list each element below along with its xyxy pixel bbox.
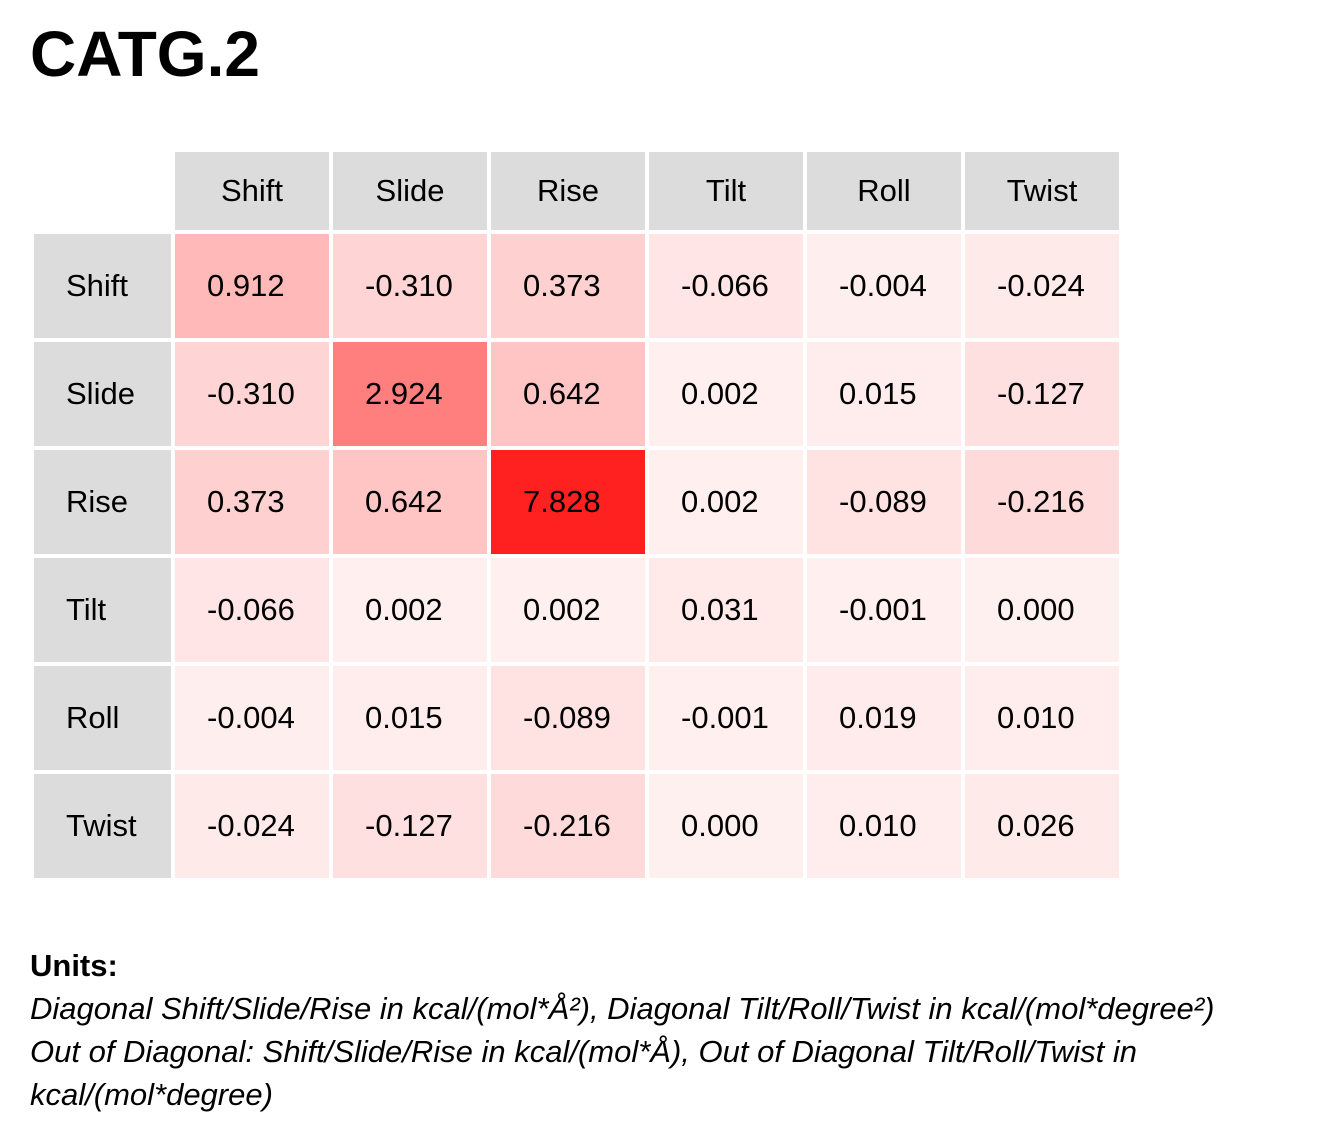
matrix-cell: 0.002	[649, 450, 803, 554]
column-header-shift: Shift	[175, 152, 329, 230]
page-title: CATG.2	[30, 18, 260, 90]
matrix-cell: 0.642	[333, 450, 487, 554]
matrix-cell: 0.002	[649, 342, 803, 446]
row-header-twist: Twist	[34, 774, 171, 878]
matrix-cell: -0.310	[333, 234, 487, 338]
matrix-cell: 0.912	[175, 234, 329, 338]
matrix-cell: 0.015	[807, 342, 961, 446]
units-line: Diagonal Shift/Slide/Rise in kcal/(mol*Å…	[30, 991, 1215, 1026]
matrix-cell: 0.000	[965, 558, 1119, 662]
matrix-row: Tilt -0.066 0.002 0.002 0.031 -0.001 0.000	[34, 558, 1119, 662]
matrix-cell: -0.089	[491, 666, 645, 770]
matrix-row: Roll -0.004 0.015 -0.089 -0.001 0.019 0.010	[34, 666, 1119, 770]
row-header-slide: Slide	[34, 342, 171, 446]
matrix-cell: -0.004	[175, 666, 329, 770]
column-header-twist: Twist	[965, 152, 1119, 230]
matrix-cell: 0.010	[965, 666, 1119, 770]
matrix-row: Slide -0.310 2.924 0.642 0.002 0.015 -0.127	[34, 342, 1119, 446]
matrix-cell: 0.002	[491, 558, 645, 662]
matrix-cell: 0.026	[965, 774, 1119, 878]
matrix-cell: -0.216	[965, 450, 1119, 554]
column-header-tilt: Tilt	[649, 152, 803, 230]
matrix-cell: -0.024	[965, 234, 1119, 338]
column-header-slide: Slide	[333, 152, 487, 230]
matrix-cell: 0.373	[491, 234, 645, 338]
matrix-cell: 0.000	[649, 774, 803, 878]
matrix-cell: -0.004	[807, 234, 961, 338]
matrix-cell: -0.001	[807, 558, 961, 662]
matrix-cell: -0.066	[649, 234, 803, 338]
matrix-cell: 0.373	[175, 450, 329, 554]
row-header-shift: Shift	[34, 234, 171, 338]
matrix-cell: 2.924	[333, 342, 487, 446]
row-header-roll: Roll	[34, 666, 171, 770]
matrix-cell: -0.024	[175, 774, 329, 878]
matrix-cell: -0.089	[807, 450, 961, 554]
stiffness-matrix: Shift Slide Rise Tilt Roll Twist Shift 0.…	[30, 148, 1123, 882]
matrix-cell: -0.066	[175, 558, 329, 662]
matrix-cell: -0.310	[175, 342, 329, 446]
matrix-cell: -0.216	[491, 774, 645, 878]
matrix-cell: -0.127	[333, 774, 487, 878]
matrix-cell: 7.828	[491, 450, 645, 554]
matrix-row: Shift 0.912 -0.310 0.373 -0.066 -0.004 -0.024	[34, 234, 1119, 338]
matrix-cell: -0.127	[965, 342, 1119, 446]
matrix-cell: 0.031	[649, 558, 803, 662]
matrix-row: Rise 0.373 0.642 7.828 0.002 -0.089 -0.216	[34, 450, 1119, 554]
units-line: kcal/(mol*degree)	[30, 1077, 273, 1112]
row-header-rise: Rise	[34, 450, 171, 554]
matrix-cell: 0.010	[807, 774, 961, 878]
matrix-cell: -0.001	[649, 666, 803, 770]
row-header-tilt: Tilt	[34, 558, 171, 662]
matrix-row: Twist -0.024 -0.127 -0.216 0.000 0.010 0.026	[34, 774, 1119, 878]
column-header-rise: Rise	[491, 152, 645, 230]
matrix-cell: 0.642	[491, 342, 645, 446]
column-header-row: Shift Slide Rise Tilt Roll Twist	[34, 152, 1119, 230]
units-note: Units: Diagonal Shift/Slide/Rise in kcal…	[30, 944, 1310, 1116]
matrix-cell: 0.015	[333, 666, 487, 770]
matrix-body: Shift 0.912 -0.310 0.373 -0.066 -0.004 -0.024 S…	[34, 234, 1119, 878]
units-line: Out of Diagonal: Shift/Slide/Rise in kca…	[30, 1034, 1137, 1069]
matrix-cell: 0.002	[333, 558, 487, 662]
corner-cell	[34, 152, 171, 230]
matrix-cell: 0.019	[807, 666, 961, 770]
column-header-roll: Roll	[807, 152, 961, 230]
units-label: Units:	[30, 948, 118, 983]
